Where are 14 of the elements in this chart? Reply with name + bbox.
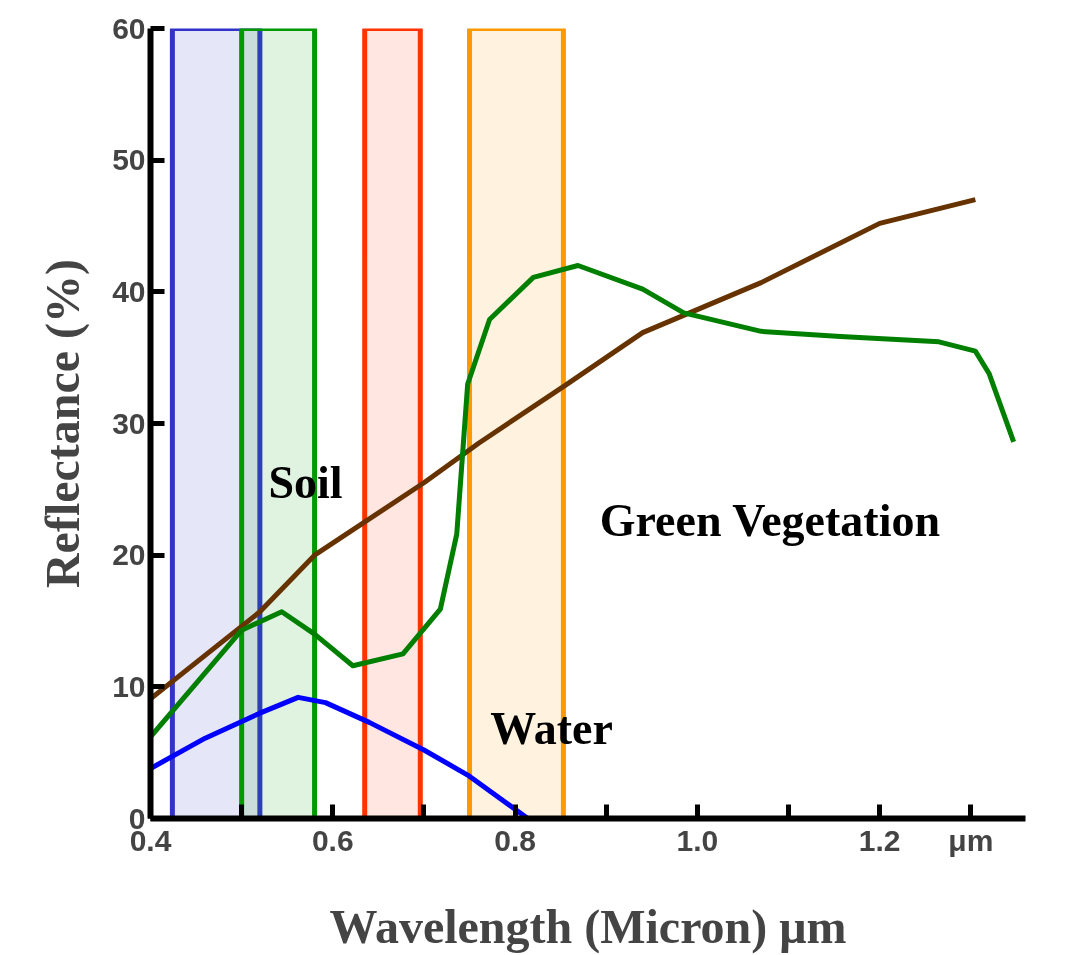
series-label: Green Vegetation — [599, 495, 941, 547]
y-tick-label: 10 — [112, 669, 146, 703]
x-tick-label: 0.6 — [311, 823, 354, 857]
x-tick-label: 1.2 — [858, 823, 901, 857]
x-axis-title: Wavelength (Micron) μm — [329, 899, 847, 954]
y-tick-label: 30 — [112, 406, 146, 440]
x-tick-label: 0.8 — [494, 823, 536, 857]
y-tick-label: 60 — [112, 11, 146, 45]
y-tick-label: 50 — [112, 143, 146, 177]
x-tick-label: μm — [948, 823, 994, 857]
y-tick-label: 40 — [112, 274, 146, 308]
y-axis-title: Reflectance (%) — [36, 258, 91, 589]
x-tick-label: 1.0 — [676, 823, 719, 857]
y-tick-label: 20 — [112, 538, 146, 572]
